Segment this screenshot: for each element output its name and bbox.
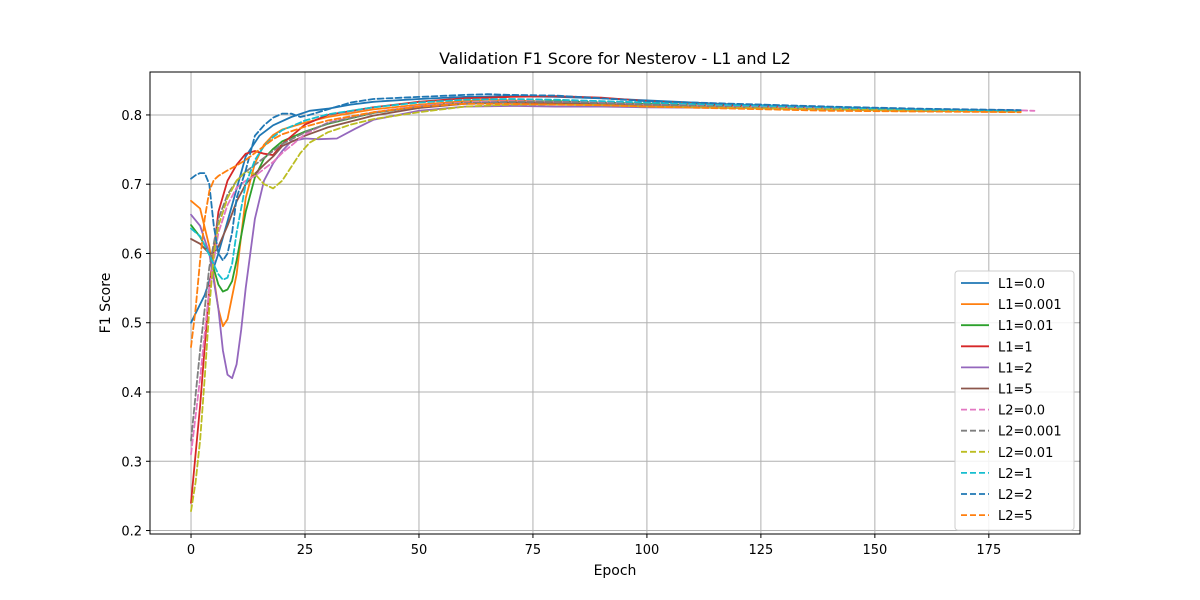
- legend-label: L1=1: [998, 340, 1033, 355]
- series-line-l2-0-001: [190, 100, 1022, 442]
- legend-label: L2=5: [998, 509, 1033, 524]
- chart-title: Validation F1 Score for Nesterov - L1 an…: [439, 49, 791, 68]
- x-tick-label: 150: [862, 543, 887, 558]
- x-tick-label: 25: [297, 543, 314, 558]
- y-tick-label: 0.6: [121, 247, 142, 262]
- x-tick-label: 50: [411, 543, 428, 558]
- legend-label: L2=0.0: [998, 404, 1045, 419]
- x-tick-label: 100: [634, 543, 659, 558]
- legend-label: L1=0.01: [998, 319, 1053, 334]
- y-tick-label: 0.4: [121, 386, 142, 401]
- series-line-l2-5: [190, 103, 1022, 348]
- legend-label: L2=0.001: [998, 425, 1062, 440]
- legend-label: L1=0.0: [998, 277, 1045, 292]
- y-tick-label: 0.7: [121, 178, 142, 193]
- legend-label: L1=5: [998, 383, 1033, 398]
- series-line-l2-2: [190, 93, 1022, 262]
- legend-box: [954, 270, 1075, 531]
- y-tick-label: 0.3: [121, 455, 142, 470]
- plot-series: [190, 93, 1036, 513]
- x-tick-label: 125: [748, 543, 773, 558]
- x-tick-label: 75: [525, 543, 542, 558]
- y-tick-label: 0.2: [121, 525, 142, 540]
- y-tick-label: 0.8: [121, 109, 142, 124]
- x-tick-label: 175: [976, 543, 1001, 558]
- legend-label: L2=0.01: [998, 446, 1053, 461]
- y-axis-label: F1 Score: [98, 273, 114, 334]
- x-tick-label: 0: [187, 543, 195, 558]
- grid-lines: [150, 72, 1080, 534]
- plot-area-frame: [149, 71, 1081, 535]
- axis-ticks: 0 25 50 75 100 125 150 175 0.2 0.3 0.4 0.5 0.6 0.7 0.8: [121, 109, 1001, 558]
- legend-label: L2=2: [998, 488, 1033, 503]
- legend-label: L2=1: [998, 467, 1033, 482]
- y-tick-label: 0.5: [121, 317, 142, 332]
- legend-label: L1=2: [998, 361, 1033, 376]
- legend: L1=0.0 L1=0.001 L1=0.01 L1=1 L1=2 L1=5 L2=0.0 L…: [954, 270, 1075, 531]
- series-line-l2-1: [190, 98, 1022, 281]
- legend-label: L1=0.001: [998, 298, 1062, 313]
- x-axis-label: Epoch: [594, 563, 637, 579]
